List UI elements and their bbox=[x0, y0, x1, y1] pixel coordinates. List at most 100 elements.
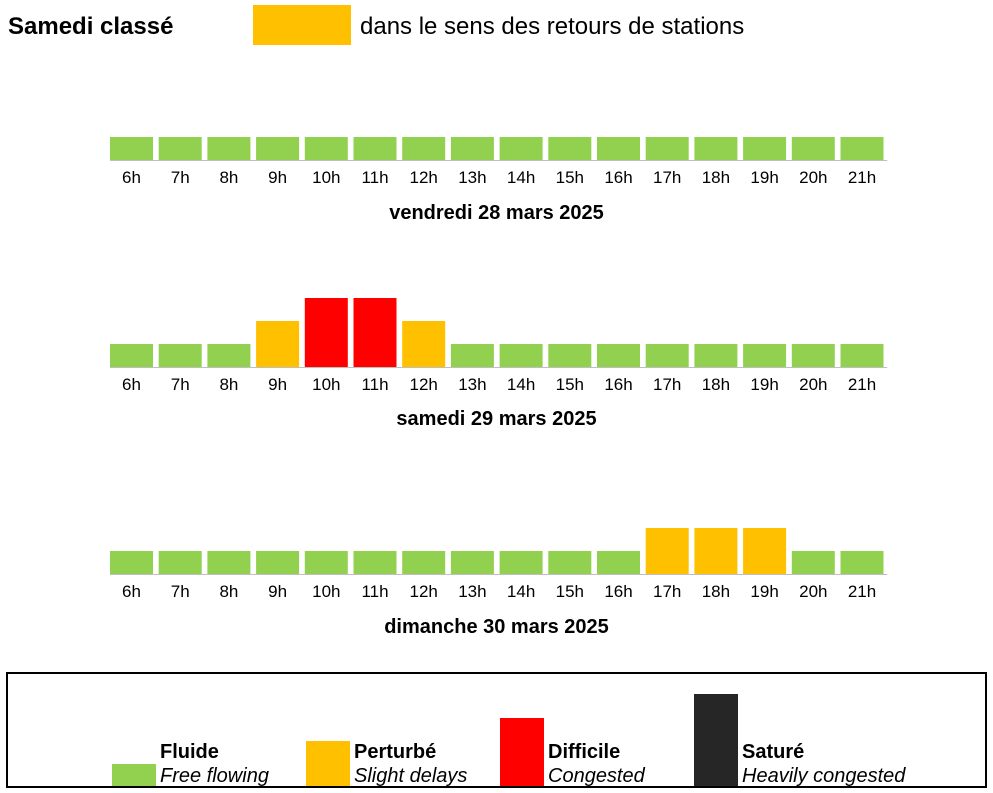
bar-18h bbox=[694, 344, 738, 367]
bar-16h bbox=[597, 551, 640, 574]
bar-15h bbox=[548, 551, 592, 574]
tick-label-13h: 13h bbox=[458, 375, 486, 394]
tick-label-15h: 15h bbox=[556, 582, 584, 601]
tick-label-12h: 12h bbox=[410, 375, 438, 394]
legend-swatch bbox=[306, 741, 350, 786]
bar-8h bbox=[207, 344, 251, 367]
tick-label-16h: 16h bbox=[604, 582, 632, 601]
header-swatch bbox=[253, 5, 351, 45]
tick-label-10h: 10h bbox=[312, 168, 340, 187]
bar-10h bbox=[304, 137, 348, 160]
tick-label-16h: 16h bbox=[604, 375, 632, 394]
tick-label-12h: 12h bbox=[410, 582, 438, 601]
legend-label: Fluide bbox=[160, 741, 219, 763]
tick-label-19h: 19h bbox=[750, 375, 778, 394]
legend-swatch bbox=[112, 764, 156, 786]
bar-19h bbox=[743, 528, 787, 574]
tick-label-18h: 18h bbox=[702, 582, 730, 601]
bar-16h bbox=[597, 344, 640, 367]
bar-20h bbox=[791, 137, 835, 160]
legend-sub: Free flowing bbox=[160, 765, 269, 787]
day-title: vendredi 28 mars 2025 bbox=[389, 202, 604, 224]
legend-label: Difficile bbox=[548, 741, 621, 763]
day-chart-svg: 6h 7h 8h 9h 10h 11h 12h 13h 14h 15h 16h 17h 18h 19h 20… bbox=[110, 298, 888, 394]
bar-14h bbox=[499, 344, 543, 367]
tick-label-13h: 13h bbox=[458, 582, 486, 601]
tick-label-7h: 7h bbox=[171, 582, 190, 601]
legend-swatch bbox=[694, 694, 738, 786]
tick-label-10h: 10h bbox=[312, 582, 340, 601]
tick-label-18h: 18h bbox=[702, 168, 730, 187]
tick-label-20h: 20h bbox=[799, 375, 827, 394]
bar-7h bbox=[158, 551, 202, 574]
bar-21h bbox=[840, 344, 884, 367]
bar-21h bbox=[840, 551, 884, 574]
tick-label-14h: 14h bbox=[507, 582, 535, 601]
tick-label-19h: 19h bbox=[750, 582, 778, 601]
bar-15h bbox=[548, 137, 592, 160]
bar-9h bbox=[256, 137, 300, 160]
bar-17h bbox=[645, 528, 689, 574]
bar-8h bbox=[207, 551, 251, 574]
header-title: Samedi classé bbox=[8, 13, 174, 40]
tick-label-21h: 21h bbox=[848, 582, 876, 601]
tick-label-8h: 8h bbox=[219, 582, 238, 601]
tick-label-18h: 18h bbox=[702, 375, 730, 394]
tick-label-21h: 21h bbox=[848, 375, 876, 394]
bar-20h bbox=[791, 551, 835, 574]
tick-label-10h: 10h bbox=[312, 375, 340, 394]
tick-label-20h: 20h bbox=[799, 582, 827, 601]
tick-label-11h: 11h bbox=[361, 582, 388, 601]
bar-11h bbox=[353, 298, 397, 367]
tick-label-13h: 13h bbox=[458, 168, 486, 187]
bar-9h bbox=[256, 321, 300, 367]
tick-label-15h: 15h bbox=[556, 375, 584, 394]
bar-10h bbox=[304, 551, 348, 574]
bar-11h bbox=[353, 137, 397, 160]
tick-label-17h: 17h bbox=[653, 582, 681, 601]
bar-14h bbox=[499, 551, 543, 574]
bar-19h bbox=[743, 137, 787, 160]
tick-label-21h: 21h bbox=[848, 168, 876, 187]
legend-label: Saturé bbox=[742, 741, 805, 763]
legend-sub: Slight delays bbox=[354, 765, 468, 787]
bar-16h bbox=[597, 137, 640, 160]
bar-12h bbox=[402, 321, 446, 367]
header-text: dans le sens des retours de stations bbox=[360, 13, 745, 40]
bar-17h bbox=[645, 137, 689, 160]
tick-label-17h: 17h bbox=[653, 168, 681, 187]
legend-swatch bbox=[500, 718, 544, 786]
tick-label-7h: 7h bbox=[171, 168, 190, 187]
tick-label-9h: 9h bbox=[268, 168, 287, 187]
tick-label-11h: 11h bbox=[361, 168, 388, 187]
bar-12h bbox=[402, 137, 446, 160]
day-chart-svg: 6h 7h 8h 9h 10h 11h 12h 13h 14h 15h 16h 17h 18h 19h 20… bbox=[110, 528, 888, 601]
bar-10h bbox=[304, 298, 348, 367]
tick-label-19h: 19h bbox=[750, 168, 778, 187]
legend-sub: Heavily congested bbox=[742, 765, 906, 787]
bar-19h bbox=[743, 344, 787, 367]
bar-6h bbox=[110, 551, 153, 574]
day-title: samedi 29 mars 2025 bbox=[396, 408, 597, 430]
bar-20h bbox=[791, 344, 835, 367]
tick-label-14h: 14h bbox=[507, 168, 535, 187]
tick-label-16h: 16h bbox=[604, 168, 632, 187]
day-chart-svg: 6h 7h 8h 9h 10h 11h 12h 13h 14h 15h 16h 17h 18h 19h 20… bbox=[110, 137, 888, 187]
tick-label-15h: 15h bbox=[556, 168, 584, 187]
tick-label-14h: 14h bbox=[507, 375, 535, 394]
tick-label-17h: 17h bbox=[653, 375, 681, 394]
tick-label-6h: 6h bbox=[122, 375, 141, 394]
bar-13h bbox=[450, 344, 494, 367]
bar-13h bbox=[450, 551, 494, 574]
legend-label: Perturbé bbox=[354, 741, 437, 763]
bar-14h bbox=[499, 137, 543, 160]
tick-label-7h: 7h bbox=[171, 375, 190, 394]
tick-label-11h: 11h bbox=[361, 375, 388, 394]
tick-label-9h: 9h bbox=[268, 582, 287, 601]
tick-label-9h: 9h bbox=[268, 375, 287, 394]
bar-7h bbox=[158, 137, 202, 160]
legend-sub: Congested bbox=[548, 765, 645, 787]
bar-17h bbox=[645, 344, 689, 367]
tick-label-6h: 6h bbox=[122, 168, 141, 187]
bar-18h bbox=[694, 528, 738, 574]
